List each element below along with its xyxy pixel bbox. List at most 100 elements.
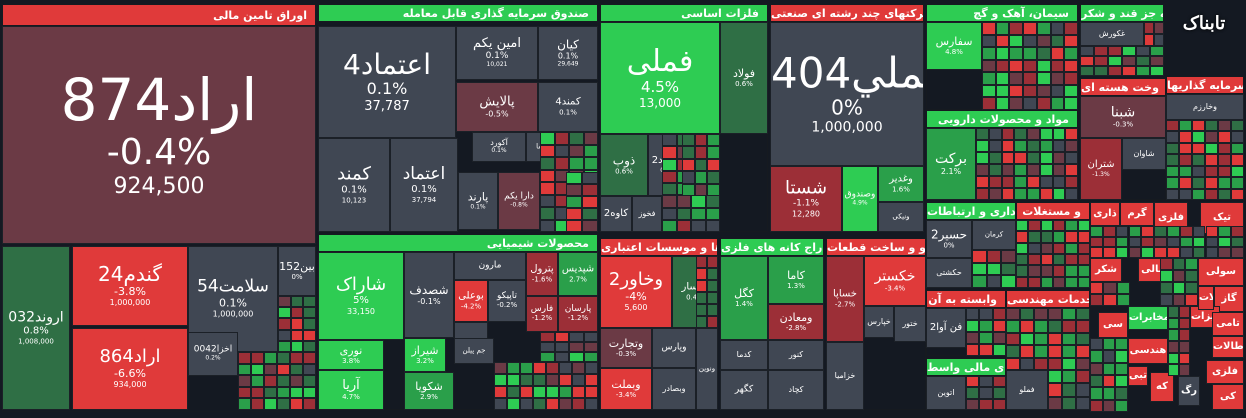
treemap-tile[interactable]: دارا یکم -0.8% [498, 172, 540, 230]
treemap-tile[interactable]: فملی 4.5% 13,000 [600, 22, 720, 134]
treemap-tile[interactable]: شیراز 3.2% [404, 338, 446, 372]
sector-header[interactable]: صندوق سرمایه گذاری قابل معامله [318, 4, 598, 22]
treemap-tile[interactable]: اعتماد 0.1% 37,794 [390, 138, 458, 232]
treemap-tile[interactable]: شپدیس 2.7% [558, 252, 598, 296]
sector-header[interactable]: وابسته به آن [926, 290, 1006, 308]
treemap-tile[interactable]: پالایش -0.5% [456, 82, 538, 132]
sector-label-tile[interactable]: طالات [1212, 336, 1244, 358]
treemap-tile[interactable]: اتوین [926, 376, 966, 410]
sector-header[interactable]: راج کانه های فلزی [720, 238, 824, 256]
treemap-tile[interactable]: شتران -1.3% [1080, 138, 1122, 200]
treemap-tile[interactable]: خزامیا [826, 342, 864, 410]
treemap-tile[interactable]: نوری 3.8% [318, 340, 384, 370]
treemap-tile[interactable]: فخوز [632, 196, 662, 232]
treemap-tile[interactable]: آکورد 0.1% [472, 132, 526, 162]
sector-header[interactable]: سیمان، آهک و گچ [926, 4, 1078, 22]
treemap-tile[interactable]: خکستر -3.4% [864, 256, 926, 306]
treemap-tile[interactable]: پترول -1.6% [526, 252, 558, 296]
treemap-tile[interactable]: وخارزم [1166, 94, 1244, 120]
treemap-tile[interactable]: فن آوا2 [926, 308, 966, 348]
sector-label-tile[interactable]: سولی [1198, 258, 1244, 286]
treemap-tile[interactable]: کاما 1.3% [768, 256, 824, 304]
treemap-tile[interactable]: خساپا -2.7% [826, 256, 864, 342]
sector-header[interactable]: ی مالی واسط [926, 358, 1006, 376]
treemap-tile[interactable]: تاپیکو -0.2% [488, 280, 526, 322]
treemap-tile[interactable]: حسیر2 0% [926, 220, 972, 258]
treemap-tile[interactable]: اخزا0042 0.2% [188, 332, 238, 376]
sector-header[interactable]: شرکتهای چند رشته ای صنعتی [770, 4, 924, 22]
treemap-tile[interactable]: خپارس [864, 306, 894, 338]
sector-header[interactable]: آشامیدنی به جز قند و شکر [1080, 4, 1164, 22]
treemap-tile[interactable]: شاراک 5% 33,150 [318, 252, 404, 340]
sector-label-tile[interactable]: کی [1212, 384, 1244, 410]
treemap-tile[interactable]: شاوان [1122, 138, 1166, 170]
sector-header[interactable]: مواد و محصولات دارویی [926, 110, 1078, 128]
sector-header[interactable]: وخت هسته ای [1080, 78, 1166, 96]
treemap-tile[interactable]: کنور [768, 340, 824, 370]
treemap-tile[interactable]: شکویا 2.9% [404, 372, 454, 410]
treemap-tile[interactable]: جم پیلن [454, 338, 494, 364]
treemap-tile[interactable]: غکورش [1080, 22, 1144, 46]
treemap-tile[interactable]: کگل 1.4% [720, 256, 768, 340]
treemap-tile[interactable]: شبنا -0.3% [1080, 96, 1166, 138]
treemap-tile[interactable]: آریا 4.7% [318, 370, 384, 410]
sector-label-tile[interactable]: رگ [1178, 376, 1200, 406]
treemap-tile[interactable]: ذوب 0.6% [600, 134, 648, 196]
sector-label-tile[interactable]: گاز [1214, 286, 1244, 312]
sector-label-tile[interactable]: ذاری [1090, 202, 1120, 226]
treemap-tile[interactable]: فارس -1.2% [526, 296, 558, 332]
treemap-tile[interactable]: شصدف -0.1% [404, 252, 454, 338]
sector-header[interactable]: محصولات شیمیایی [318, 234, 598, 252]
treemap-tile[interactable]: وصندوق 4.9% [842, 166, 878, 232]
sector-label-tile[interactable]: که [1150, 372, 1174, 402]
treemap-tile[interactable]: ومعادن -2.8% [768, 304, 824, 340]
treemap-tile[interactable]: وتجارت -0.3% [600, 328, 652, 368]
treemap-tile[interactable]: فولاد 0.6% [720, 22, 768, 134]
treemap-tile[interactable]: بوعلی -4.2% [454, 280, 488, 322]
treemap-tile[interactable]: سفارس 4.8% [926, 22, 982, 70]
treemap-tile[interactable]: فملو [1006, 370, 1048, 410]
sector-header[interactable]: ها و موسسات اعتباری [600, 238, 718, 256]
sector-header[interactable]: سرمایه گذاریها [1166, 76, 1244, 94]
treemap-tile[interactable]: ونیکی [878, 202, 924, 232]
treemap-tile[interactable]: کمند 0.1% 10,123 [318, 138, 390, 232]
treemap-tile[interactable]: کرمان [972, 220, 1016, 250]
sector-header[interactable]: خدمات مهندسی [1006, 290, 1090, 308]
sector-label-tile[interactable]: فلزی [1206, 360, 1244, 384]
treemap-tile[interactable]: وخاور2 -4% 5,600 [600, 256, 672, 328]
sector-label-tile[interactable]: اطلات [1198, 286, 1214, 310]
treemap-tile[interactable]: امین یکم 0.1% 10,021 [456, 26, 538, 80]
sector-header[interactable]: و و ساخت قطعات [826, 238, 926, 256]
sector-label-tile[interactable]: هندسی [1128, 338, 1168, 364]
treemap-tile[interactable]: کمند4 0.1% [538, 82, 598, 132]
sector-label-tile[interactable]: مخابرات [1128, 306, 1168, 330]
treemap-tile[interactable]: اروند032 0.8% 1,008,000 [2, 246, 70, 410]
treemap-tile[interactable]: گندم24 -3.8% 1,000,000 [72, 246, 188, 326]
treemap-tile[interactable]: ختور [894, 306, 926, 342]
treemap-tile[interactable]: شستا -1.1% 12,280 [770, 166, 842, 232]
sector-label-tile[interactable]: شکر [1090, 258, 1122, 282]
treemap-tile[interactable]: بین152 0% [278, 246, 316, 296]
treemap-tile[interactable]: اراد864 -6.6% 934,000 [72, 328, 188, 410]
treemap-tile[interactable]: کاوه2 [600, 196, 632, 232]
treemap-tile[interactable]: مارون [454, 252, 526, 280]
treemap-tile[interactable]: برکت 2.1% [926, 128, 976, 200]
sector-header[interactable]: اوراق تامین مالی [2, 4, 316, 26]
sector-label-tile[interactable]: سی [1098, 312, 1128, 338]
sector-label-tile[interactable]: تبی [1128, 366, 1148, 386]
treemap-tile[interactable]: کچاد [768, 370, 824, 410]
sector-header[interactable]: و مستغلات [1016, 202, 1090, 220]
treemap-tile[interactable]: اعتماد4 0.1% 37,787 [318, 26, 456, 138]
sector-header[interactable]: داری و ارتباطات [926, 202, 1016, 220]
sector-label-tile[interactable]: تامی [1212, 312, 1244, 336]
sector-label-tile[interactable]: گرم [1120, 202, 1154, 226]
sector-header[interactable]: فلزات اساسی [600, 4, 768, 22]
treemap-tile[interactable]: صملي4040%1,000,000 [770, 22, 924, 166]
treemap-tile[interactable]: وبصادر [652, 368, 696, 410]
treemap-tile[interactable]: کگهر [720, 370, 768, 410]
treemap-tile[interactable]: ونوین [696, 328, 718, 410]
treemap-tile[interactable]: حکشتی [926, 258, 972, 288]
treemap-tile[interactable]: وغدیر 1.6% [878, 166, 924, 202]
treemap-tile[interactable]: اراد874 -0.4% 924,500 [2, 26, 316, 244]
treemap-tile[interactable]: وبملت -3.4% [600, 368, 652, 410]
